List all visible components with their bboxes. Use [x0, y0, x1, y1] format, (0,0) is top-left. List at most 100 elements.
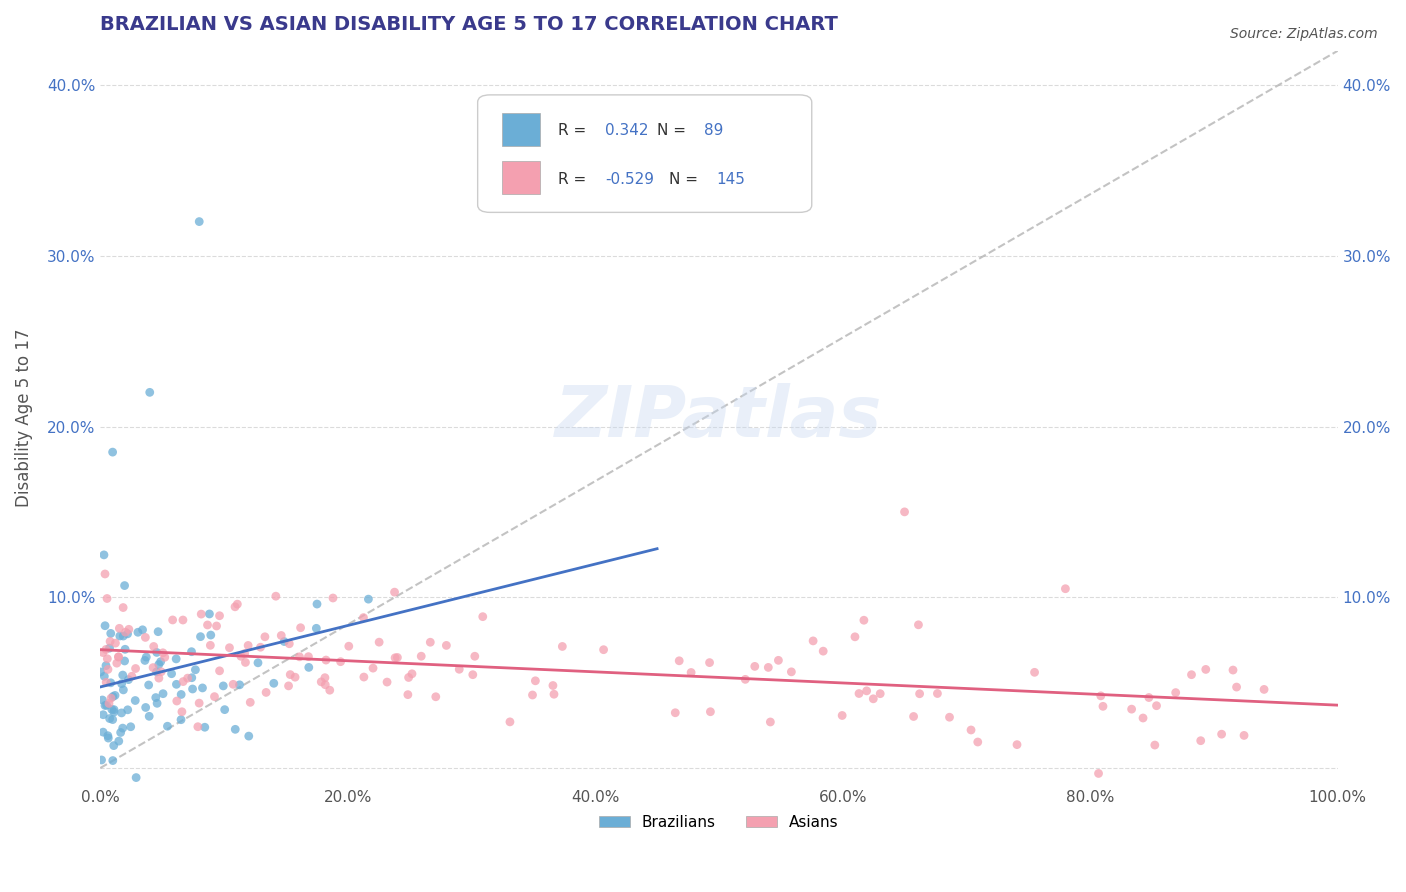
Point [1137, 690, 1160, 705]
Point [322, 591, 344, 605]
Point [190, 630, 212, 644]
Point [357, 592, 380, 607]
Point [101, 713, 124, 727]
Point [759, 714, 782, 729]
Point [277, 679, 299, 693]
Point [233, 647, 256, 661]
Point [97, 729, 120, 743]
Point [471, 609, 494, 624]
Point [396, 688, 419, 702]
Point [107, 734, 129, 748]
Point [114, 642, 136, 657]
Point [198, 607, 221, 621]
Text: -0.529: -0.529 [605, 172, 654, 186]
Point [98, 697, 121, 711]
FancyBboxPatch shape [502, 113, 540, 146]
Point [180, 671, 202, 685]
Point [1143, 738, 1166, 752]
Point [368, 635, 391, 649]
Point [94, 642, 117, 657]
Point [191, 681, 214, 695]
Point [150, 665, 173, 679]
Point [118, 623, 141, 637]
Point [852, 613, 875, 627]
Point [522, 688, 544, 702]
Point [236, 639, 259, 653]
Point [148, 671, 170, 685]
Point [315, 653, 337, 667]
Point [1180, 667, 1202, 681]
Text: N =: N = [669, 172, 703, 186]
Point [190, 607, 212, 621]
Point [148, 657, 170, 672]
Point [152, 687, 174, 701]
Point [138, 709, 160, 723]
Point [862, 691, 884, 706]
Point [101, 690, 124, 704]
Point [200, 628, 222, 642]
Point [96, 675, 118, 690]
Point [288, 649, 311, 664]
Point [384, 650, 406, 665]
Point [314, 678, 336, 692]
Point [1225, 680, 1247, 694]
Point [110, 725, 132, 739]
Point [270, 628, 292, 642]
Point [120, 720, 142, 734]
Point [249, 640, 271, 655]
Point [699, 705, 721, 719]
Point [117, 673, 139, 687]
Point [551, 640, 574, 654]
Point [97, 731, 120, 745]
Point [419, 635, 441, 649]
Point [384, 585, 406, 599]
Point [204, 690, 226, 704]
Point [91, 725, 114, 739]
Point [110, 706, 132, 720]
Point [160, 666, 183, 681]
Point [238, 729, 260, 743]
Point [117, 703, 139, 717]
Point [1024, 665, 1046, 680]
Point [831, 708, 853, 723]
Point [375, 675, 398, 690]
Text: Source: ZipAtlas.com: Source: ZipAtlas.com [1230, 27, 1378, 41]
Point [246, 656, 269, 670]
Point [100, 691, 122, 706]
Point [263, 676, 285, 690]
Point [353, 670, 375, 684]
Point [176, 671, 198, 685]
Point [305, 621, 328, 635]
Text: ZIPatlas: ZIPatlas [555, 384, 883, 452]
Point [298, 660, 321, 674]
Point [165, 652, 187, 666]
Point [152, 646, 174, 660]
Point [121, 669, 143, 683]
Point [98, 712, 121, 726]
Point [228, 678, 250, 692]
Text: 0.342: 0.342 [605, 122, 648, 137]
Point [117, 627, 139, 641]
Point [278, 637, 301, 651]
Point [146, 696, 169, 710]
Point [162, 613, 184, 627]
Point [768, 653, 790, 667]
Point [112, 629, 135, 643]
Point [114, 625, 136, 640]
Point [434, 639, 457, 653]
Point [145, 690, 167, 705]
Point [105, 656, 128, 670]
Point [425, 690, 447, 704]
Point [1146, 698, 1168, 713]
Point [744, 659, 766, 673]
Point [297, 649, 319, 664]
Point [104, 636, 127, 650]
Point [208, 664, 231, 678]
Point [664, 706, 686, 720]
Point [780, 665, 803, 679]
Point [1132, 711, 1154, 725]
Point [278, 667, 301, 681]
Point [908, 687, 931, 701]
Point [239, 695, 262, 709]
Point [224, 599, 246, 614]
